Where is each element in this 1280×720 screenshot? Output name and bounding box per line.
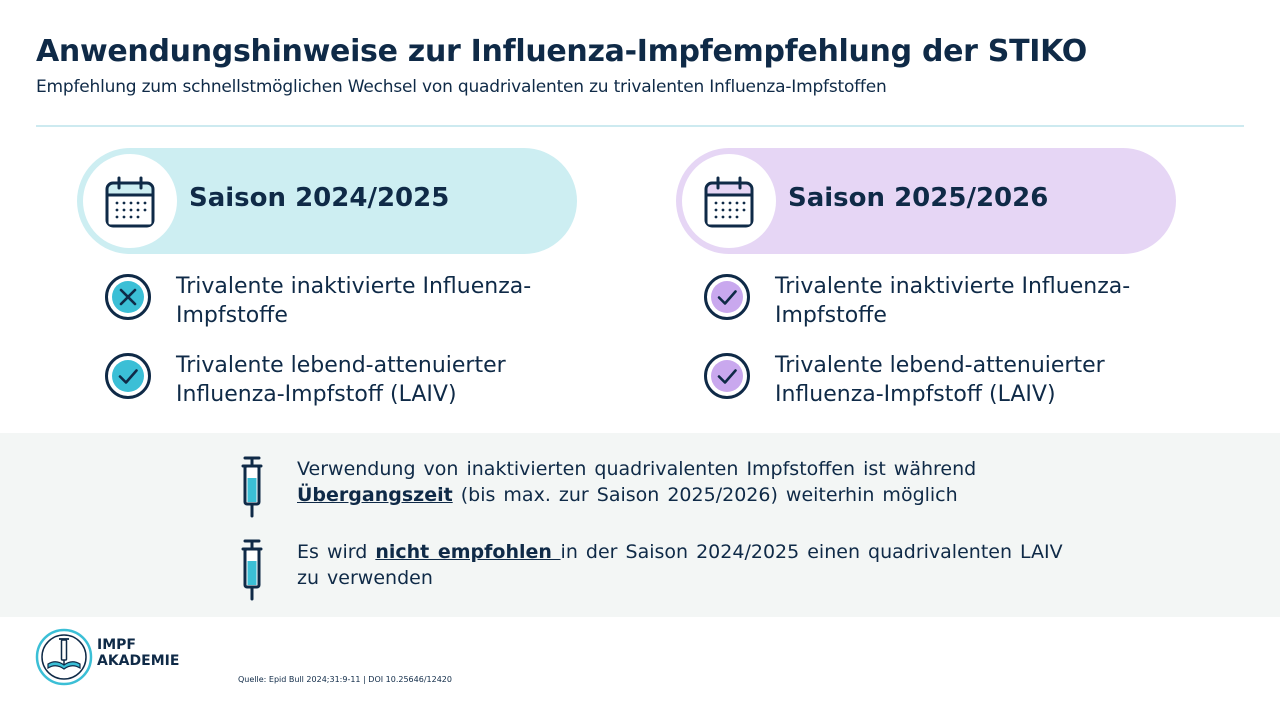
divider: [36, 125, 1244, 127]
item-text: Trivalente lebend-attenuierter Influenza-…: [775, 353, 1105, 407]
page-title: Anwendungshinweise zur Influenza-Impfemp…: [36, 34, 1087, 69]
note-emphasis: nicht empfohlen: [375, 541, 561, 563]
season-label: Saison 2024/2025: [189, 183, 450, 213]
check-icon: [704, 274, 750, 320]
calendar-icon: [105, 176, 155, 228]
impf-akademie-logo-icon: [35, 628, 93, 686]
item-text: Trivalente lebend-attenuierter Influenza-…: [176, 353, 506, 407]
season-label: Saison 2025/2026: [788, 183, 1049, 213]
calendar-icon-container: [83, 154, 177, 248]
syringe-icon: [241, 456, 263, 518]
check-icon: [105, 353, 151, 399]
note-text: Verwendung von inaktivierten quadrivalen…: [297, 458, 977, 506]
calendar-icon-container: [682, 154, 776, 248]
check-icon: [704, 353, 750, 399]
cross-icon: [105, 274, 151, 320]
calendar-icon: [704, 176, 754, 228]
source-citation: Quelle: Epid Bull 2024;31:9-11 | DOI 10.…: [238, 675, 452, 684]
notes-band: [0, 433, 1280, 617]
item-text: Trivalente inaktivierte Influenza- Impfst…: [176, 274, 532, 328]
page-subtitle: Empfehlung zum schnellstmöglichen Wechse…: [36, 77, 887, 97]
season-header-2024-2025: Saison 2024/2025: [77, 148, 577, 254]
syringe-icon: [241, 539, 263, 601]
item-text: Trivalente inaktivierte Influenza- Impfst…: [775, 274, 1131, 328]
season-header-2025-2026: Saison 2025/2026: [676, 148, 1176, 254]
note-emphasis: Übergangszeit: [297, 484, 453, 506]
note-text: Es wird nicht empfohlen in der Saison 20…: [297, 541, 1063, 589]
logo-text: IMPF AKADEMIE: [97, 637, 180, 669]
